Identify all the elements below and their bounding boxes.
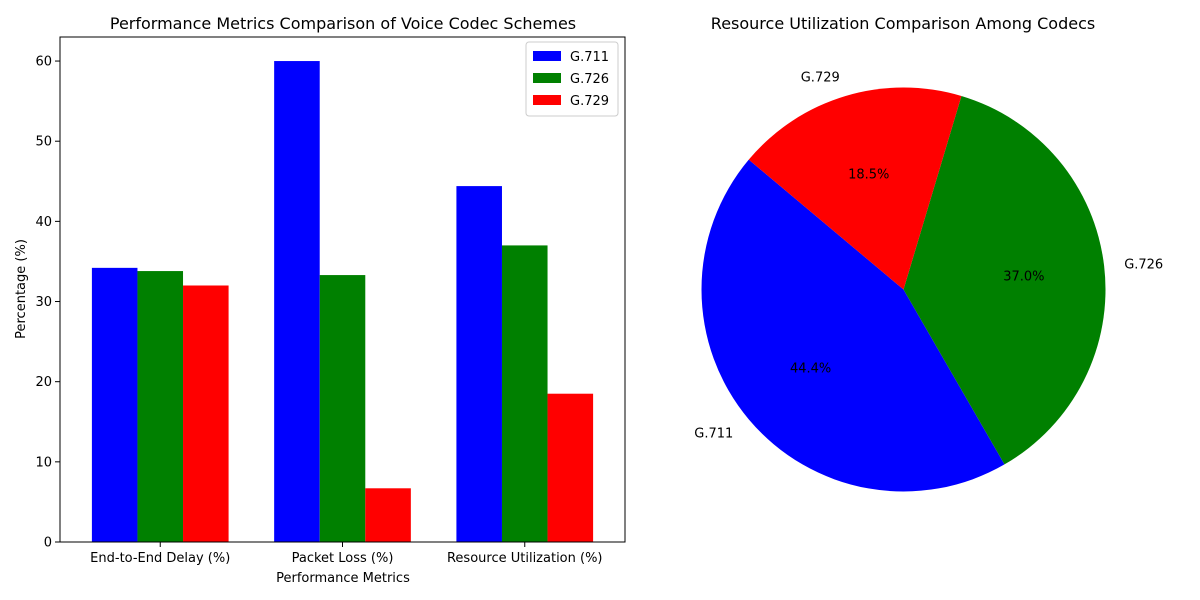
y-axis: 0 10 20 30 40 50 60 — [35, 55, 60, 551]
bar-g-711-end-to-end-delay — [91, 267, 138, 542]
legend-swatch-g-711 — [533, 51, 561, 61]
pie-label-g-729: G.729 — [801, 71, 840, 86]
pie-pct-g-729: 18.5% — [848, 167, 889, 182]
y-tick-label: 40 — [35, 215, 52, 230]
pie-label-g-726: G.726 — [1124, 258, 1163, 273]
pie-slice-g-726 — [903, 95, 1106, 465]
y-tick-label: 30 — [35, 295, 52, 310]
pie-pct-g-726: 37.0% — [1003, 269, 1044, 284]
y-tick-label: 50 — [35, 135, 52, 150]
y-tick-label: 20 — [35, 375, 52, 390]
legend-label-g-729: G.729 — [570, 94, 609, 109]
legend-label-g-726: G.726 — [570, 72, 609, 87]
pie-marks: G.711 44.4% G.726 37.0% G.729 18.5% — [694, 71, 1163, 492]
pie-slice-g-729 — [748, 87, 962, 290]
pie-slice-g-711 — [701, 159, 1005, 492]
bar-g-729-packet-loss — [365, 488, 411, 542]
legend-swatch-g-729 — [533, 95, 561, 105]
bar-g-726-end-to-end-delay — [137, 271, 184, 542]
pie-pct-g-711: 44.4% — [790, 361, 831, 376]
x-tick-label: Resource Utilization (%) — [447, 551, 603, 566]
x-tick-label: Packet Loss (%) — [292, 551, 394, 566]
pie-chart-title: Resource Utilization Comparison Among Co… — [711, 14, 1095, 33]
bar-g-729-end-to-end-delay — [183, 285, 229, 542]
legend-swatch-g-726 — [533, 73, 561, 83]
x-axis-label: Performance Metrics — [276, 571, 410, 586]
x-axis: End-to-End Delay (%) Packet Loss (%) Resou… — [90, 542, 603, 566]
x-tick-label: End-to-End Delay (%) — [90, 551, 230, 566]
pie-label-g-711: G.711 — [694, 426, 733, 441]
bar-marks — [91, 61, 594, 543]
legend: G.711 G.726 G.729 — [525, 41, 619, 117]
bar-g-726-packet-loss — [319, 275, 366, 542]
bar-g-711-packet-loss — [274, 61, 320, 543]
y-axis-label: Percentage (%) — [14, 239, 29, 339]
y-tick-label: 0 — [44, 536, 52, 551]
y-tick-label: 10 — [35, 455, 52, 470]
bar-g-729-resource-utilization — [547, 393, 594, 542]
bar-chart-title: Performance Metrics Comparison of Voice … — [110, 14, 576, 33]
legend-label-g-711: G.711 — [570, 50, 609, 65]
bar-chart: Performance Metrics Comparison of Voice … — [14, 14, 626, 586]
bar-g-726-resource-utilization — [501, 245, 548, 542]
pie-chart: Resource Utilization Comparison Among Co… — [694, 14, 1163, 492]
bar-g-711-resource-utilization — [456, 186, 502, 542]
y-tick-label: 60 — [35, 55, 52, 70]
